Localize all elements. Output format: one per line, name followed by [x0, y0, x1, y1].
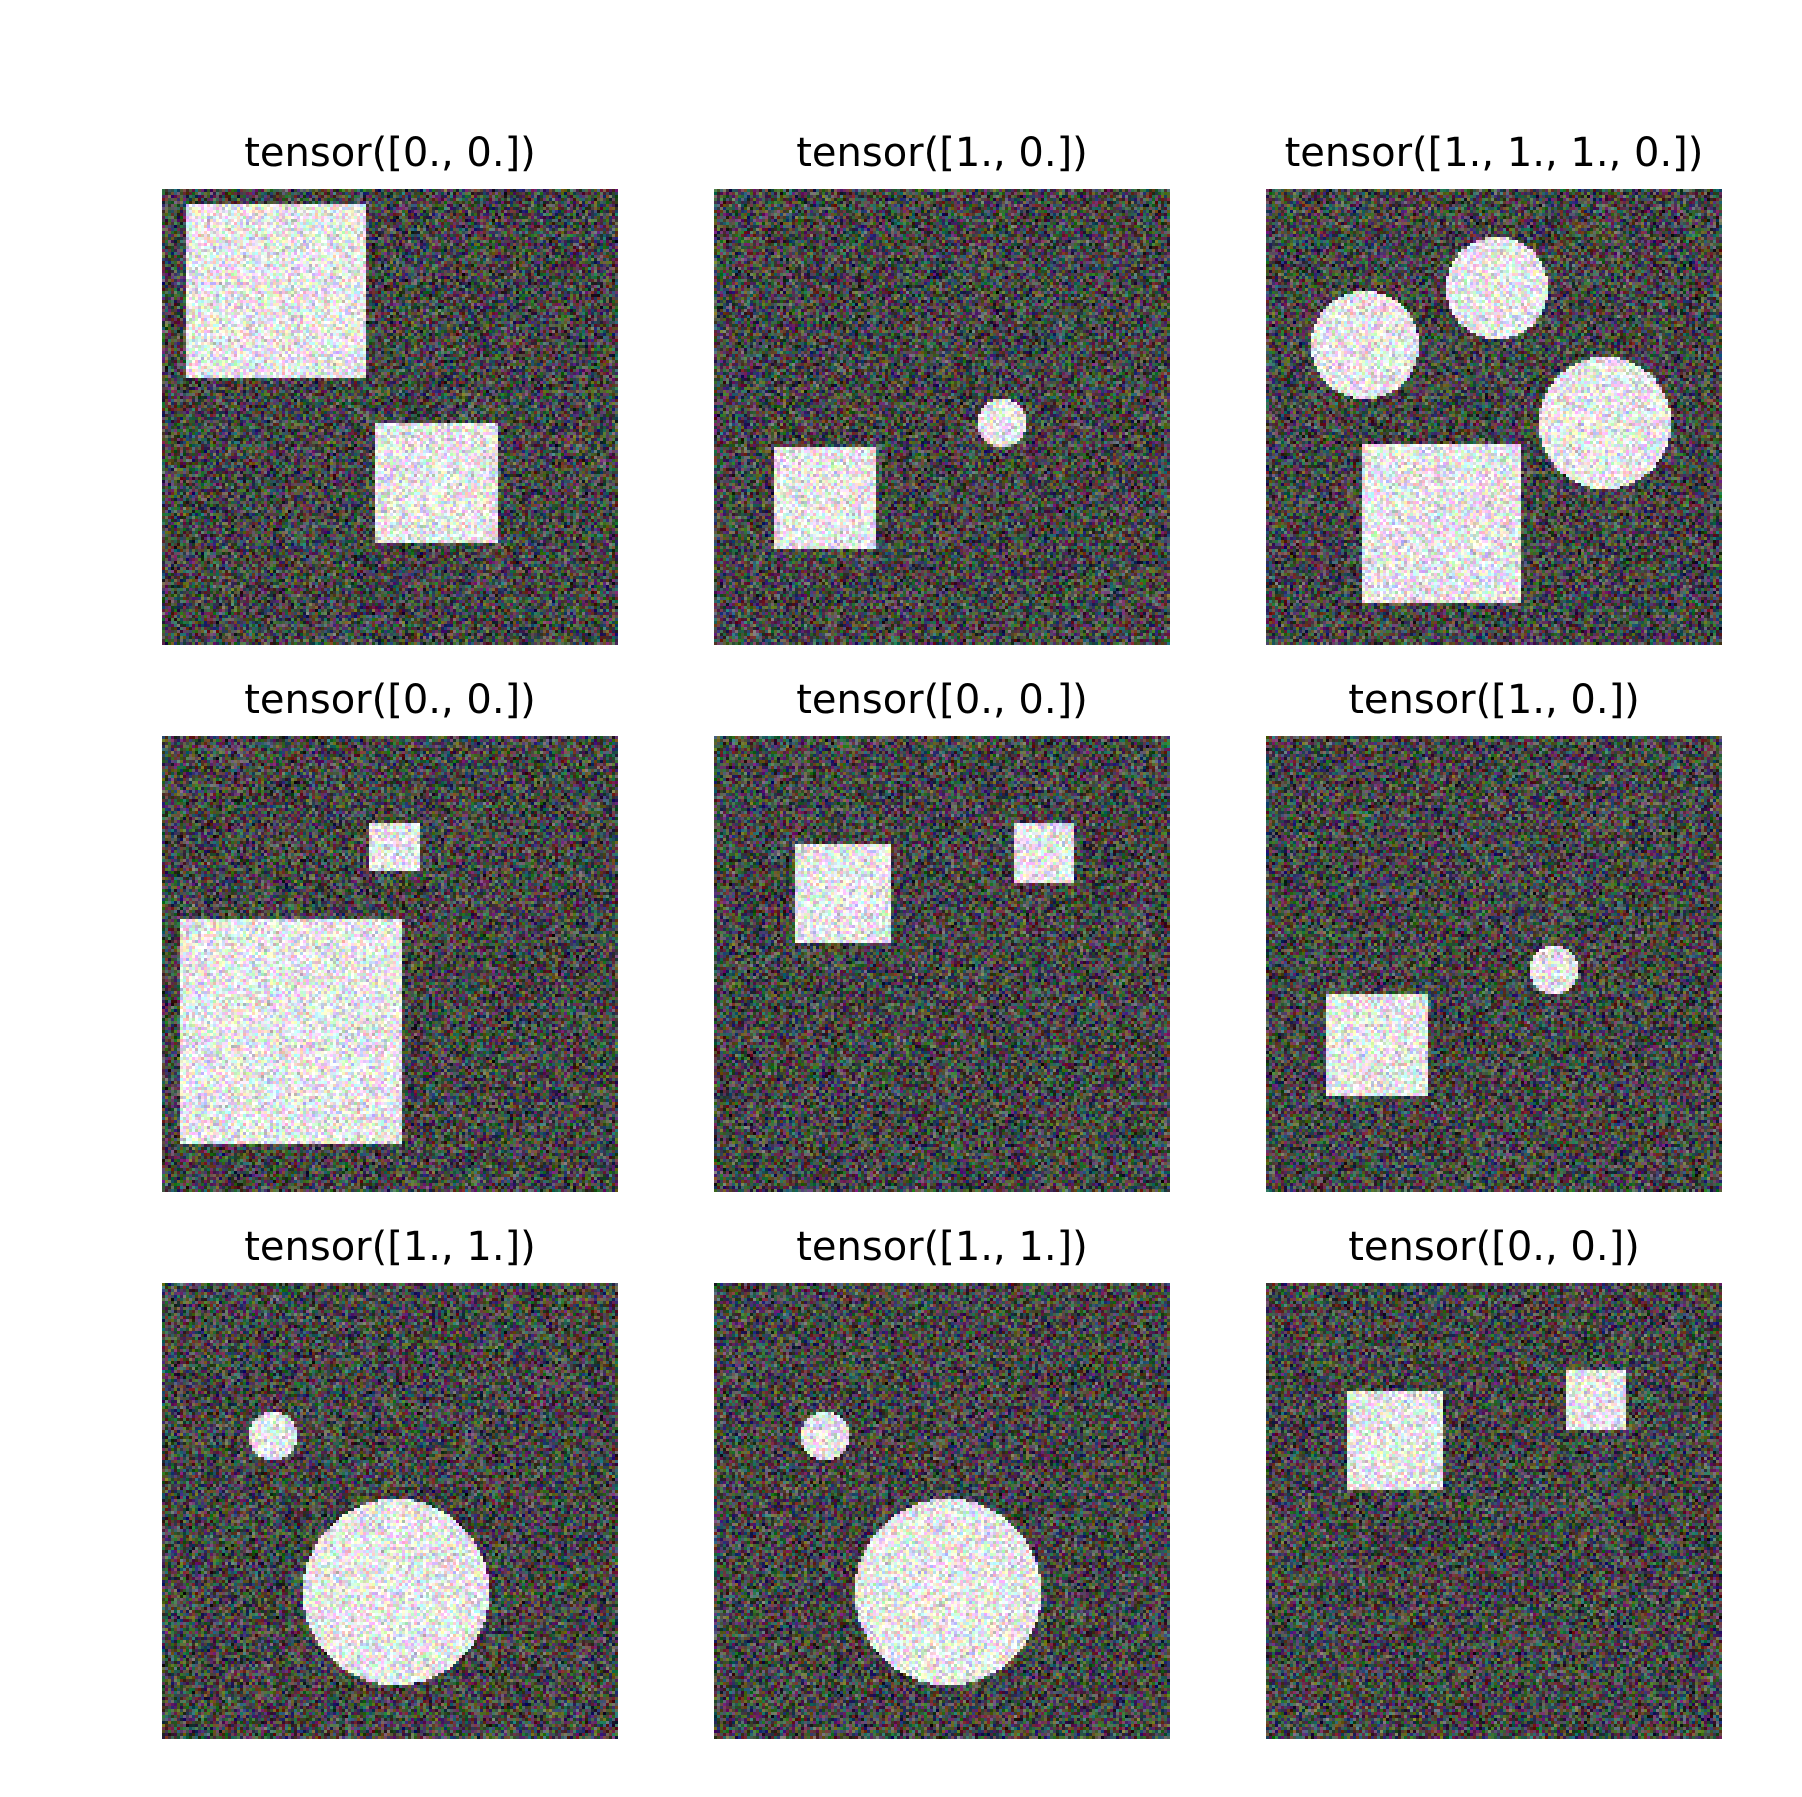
panel-title: tensor([0., 0.]) [244, 677, 536, 723]
panel-title: tensor([1., 1.]) [796, 1224, 1088, 1270]
panel-image [714, 1283, 1170, 1739]
panel-image [1266, 189, 1722, 645]
panel-image [1266, 736, 1722, 1192]
panel-image [162, 1283, 618, 1739]
panel-image [714, 189, 1170, 645]
panel-title: tensor([1., 0.]) [1348, 677, 1640, 723]
panel-title: tensor([0., 0.]) [1348, 1224, 1640, 1270]
panel-title: tensor([1., 1.]) [244, 1224, 536, 1270]
panel-image [162, 189, 618, 645]
panel-title: tensor([1., 0.]) [796, 130, 1088, 176]
panel-title: tensor([0., 0.]) [244, 130, 536, 176]
panel-image [714, 736, 1170, 1192]
panel-title: tensor([1., 1., 1., 0.]) [1284, 130, 1704, 176]
panel-title: tensor([0., 0.]) [796, 677, 1088, 723]
panel-image [162, 736, 618, 1192]
panel-image [1266, 1283, 1722, 1739]
